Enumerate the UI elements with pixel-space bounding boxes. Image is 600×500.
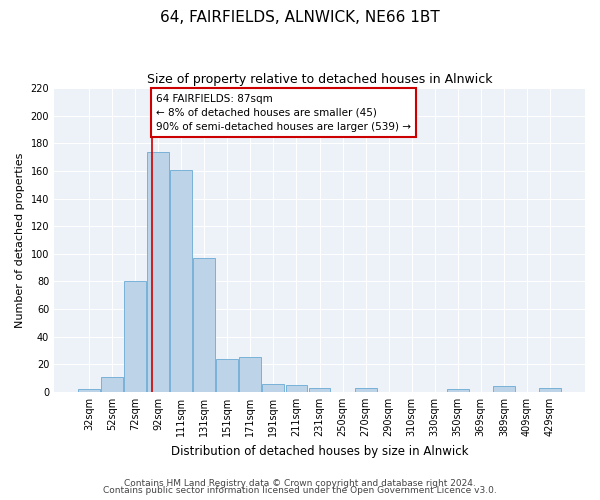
- Bar: [147, 152, 169, 392]
- Bar: [78, 389, 100, 392]
- Text: Contains HM Land Registry data © Crown copyright and database right 2024.: Contains HM Land Registry data © Crown c…: [124, 478, 476, 488]
- Bar: [101, 376, 123, 392]
- Bar: [262, 384, 284, 392]
- Bar: [170, 170, 192, 392]
- Bar: [286, 385, 307, 392]
- Bar: [193, 258, 215, 392]
- Bar: [308, 388, 331, 392]
- Bar: [539, 388, 561, 392]
- Text: Contains public sector information licensed under the Open Government Licence v3: Contains public sector information licen…: [103, 486, 497, 495]
- Bar: [239, 358, 262, 392]
- Bar: [217, 359, 238, 392]
- Y-axis label: Number of detached properties: Number of detached properties: [15, 152, 25, 328]
- Text: 64 FAIRFIELDS: 87sqm
← 8% of detached houses are smaller (45)
90% of semi-detach: 64 FAIRFIELDS: 87sqm ← 8% of detached ho…: [156, 94, 411, 132]
- Title: Size of property relative to detached houses in Alnwick: Size of property relative to detached ho…: [147, 72, 492, 86]
- Bar: [124, 282, 146, 392]
- Bar: [447, 389, 469, 392]
- X-axis label: Distribution of detached houses by size in Alnwick: Distribution of detached houses by size …: [171, 444, 468, 458]
- Text: 64, FAIRFIELDS, ALNWICK, NE66 1BT: 64, FAIRFIELDS, ALNWICK, NE66 1BT: [160, 10, 440, 25]
- Bar: [493, 386, 515, 392]
- Bar: [355, 388, 377, 392]
